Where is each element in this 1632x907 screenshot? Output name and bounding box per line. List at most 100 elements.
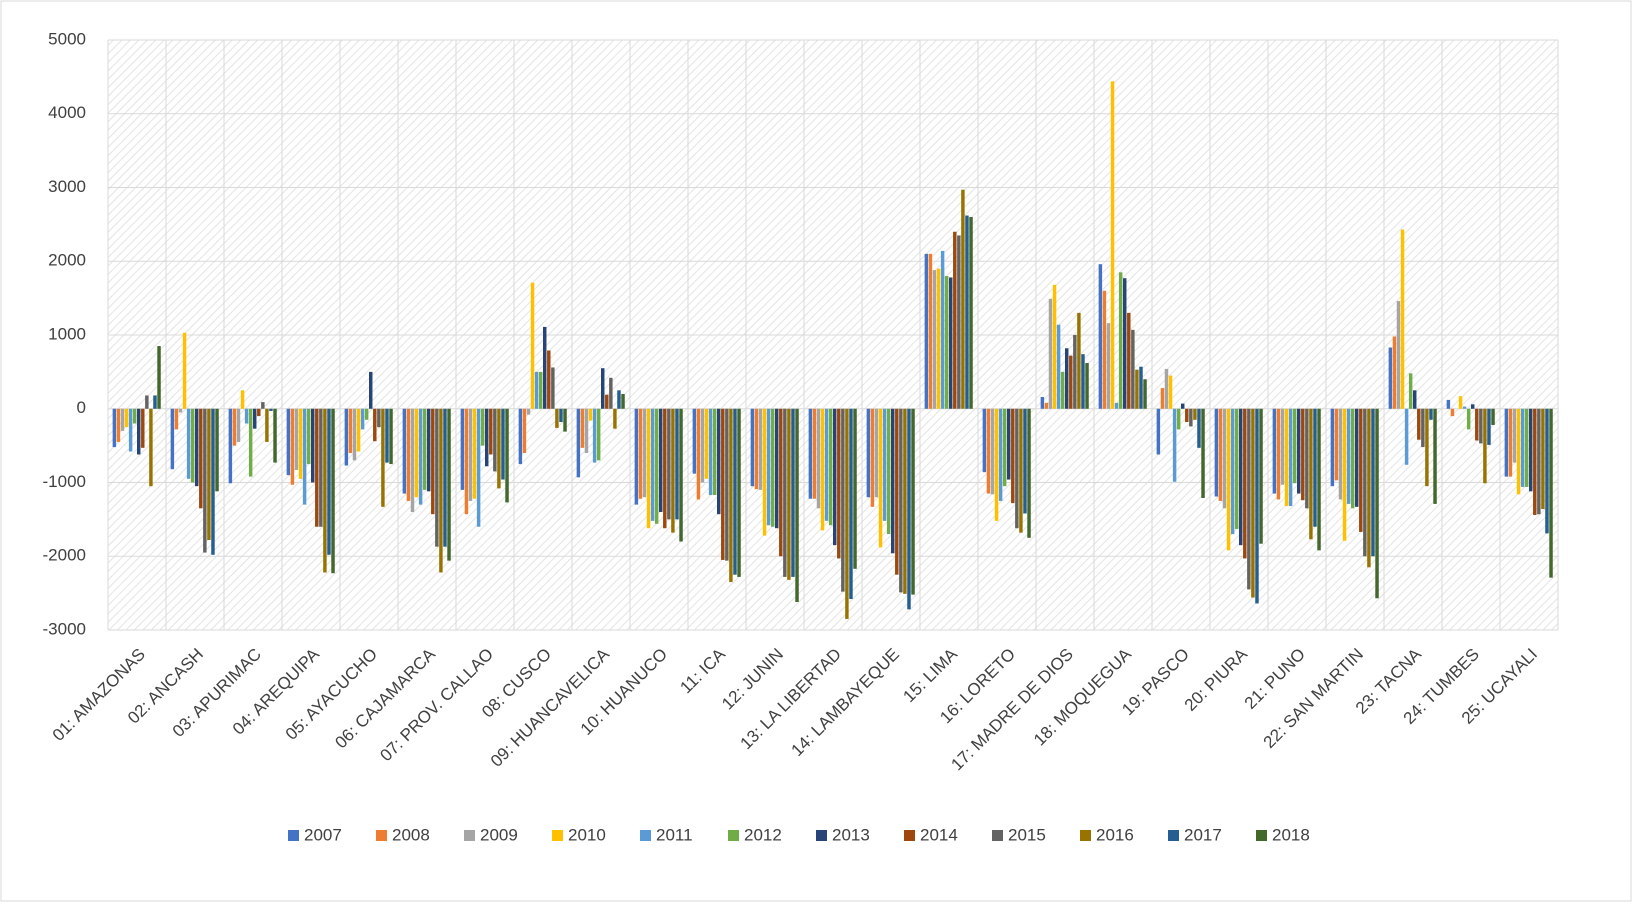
legend-label: 2013 [832,825,870,844]
legend-label: 2014 [920,825,958,844]
bar [1305,408,1309,509]
bar [1160,388,1165,409]
bar [319,408,323,527]
bar [824,408,829,521]
legend-swatch [1080,830,1091,841]
bar [373,408,377,442]
bar [1479,408,1483,444]
bar [1073,335,1077,409]
bar [845,408,849,619]
bar [1471,404,1475,409]
bar [1371,408,1375,557]
bar [563,408,567,432]
bar [961,189,965,409]
bar [228,408,233,484]
legend-label: 2017 [1184,825,1222,844]
bar [588,408,593,421]
y-tick-label: -3000 [43,619,86,638]
bar [356,408,361,452]
bar [638,408,643,499]
bar [733,408,737,575]
bar [364,408,369,420]
bar [849,408,853,600]
bar [1135,369,1139,409]
bar [360,408,365,430]
bar [385,408,389,463]
bar [1172,408,1177,482]
bar [1462,406,1467,409]
bar [609,377,613,409]
bar [601,368,605,409]
bar [1098,264,1103,409]
bar [580,408,585,448]
bar [1065,348,1069,409]
bar [932,270,937,409]
bar [174,408,179,430]
bar [1508,408,1513,477]
bar [820,408,825,531]
bar [717,408,721,515]
legend-label: 2018 [1272,825,1310,844]
bar [1284,408,1289,507]
bar [311,408,315,483]
bar [592,408,597,463]
bar [1292,408,1297,484]
bar [132,408,137,424]
bar [547,350,551,409]
legend-swatch [1168,830,1179,841]
bar [940,250,945,409]
bar [1226,408,1231,551]
bar [576,408,581,478]
bar [551,367,555,409]
bar [754,408,759,490]
bar [878,408,883,548]
bar [907,408,911,610]
bar [352,408,357,461]
bar [837,408,841,559]
bar [1446,399,1451,409]
bar [891,408,895,554]
legend-swatch [816,830,827,841]
bar [1487,408,1491,445]
bar [447,408,451,561]
bar [1019,408,1023,533]
bar [1044,402,1049,409]
bar [435,408,439,547]
bar [199,408,203,509]
bar [816,408,821,509]
bar [211,408,215,555]
bar [953,231,957,409]
bar [1085,363,1089,409]
bar [729,408,733,583]
bar [750,408,755,487]
bar [621,394,625,409]
bar [124,408,129,428]
bar [1040,396,1045,409]
y-tick-label: -2000 [43,546,86,565]
bar [302,408,307,505]
bar [770,408,775,527]
bar [1512,408,1517,463]
bar [195,408,199,487]
bar [895,408,899,575]
bar [439,408,443,573]
y-tick-label: 5000 [48,29,86,48]
bar [712,408,717,496]
bar [236,408,241,442]
bar [704,408,709,479]
bar [783,408,787,577]
bar [1139,366,1143,409]
bar [501,408,505,480]
bar [290,408,295,485]
legend-label: 2011 [656,825,693,844]
bar [1197,408,1201,448]
bar [787,408,791,580]
bar [1218,408,1223,501]
bar [410,408,415,512]
bar [186,408,191,479]
bar [654,408,659,524]
bar [1143,379,1147,409]
bar [170,408,175,470]
bar [389,408,393,465]
